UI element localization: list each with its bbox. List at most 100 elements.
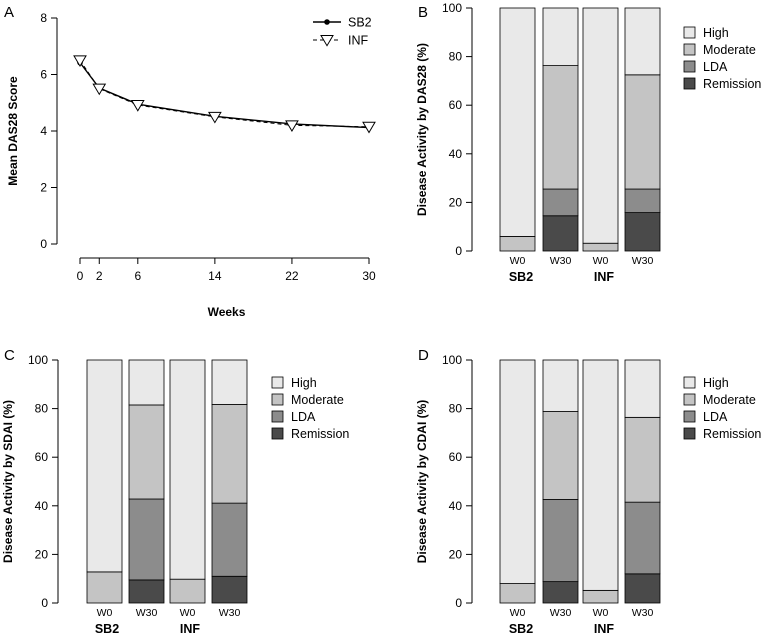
legend-swatch-moderate (683, 43, 696, 56)
legend-label-remission: Remission (703, 427, 761, 441)
bar-segment-high (86, 359, 123, 573)
bar-segment-high (542, 359, 579, 412)
panel-b: B 0 20 40 60 80 100 Disease Activity by DAS28 (… (415, 1, 761, 284)
y-axis-label-c: Disease Activity by SDAI (%) (1, 400, 15, 563)
legend-a: SB2 INF (313, 16, 372, 48)
y-tick-label: 100 (442, 353, 462, 367)
y-tick-label: 60 (449, 98, 463, 112)
legend-swatch-high (683, 376, 696, 389)
point-inf (92, 83, 107, 96)
group-label-sb2: SB2 (95, 622, 119, 636)
x-category-label: W0 (593, 607, 609, 619)
y-tick-label: 40 (449, 499, 463, 513)
y-tick-label: 0 (455, 244, 462, 258)
x-axis-label-a: Weeks (208, 305, 246, 319)
panel-label-d: D (418, 347, 429, 364)
legend-d: High Moderate LDA Remission (683, 376, 761, 441)
bar-segment-remission (624, 573, 661, 604)
legend-label-remission: Remission (703, 77, 761, 91)
y-tick-label-a: 4 (40, 124, 47, 138)
bar-segment-high (499, 359, 536, 584)
legend-swatch-moderate (683, 393, 696, 406)
bar-segment-lda (128, 498, 165, 581)
x-category-label: W0 (593, 255, 609, 267)
bar-segment-moderate (499, 236, 536, 252)
legend-marker-sb2 (324, 19, 330, 25)
y-tick-label: 80 (449, 50, 463, 64)
y-tick-label: 80 (35, 402, 49, 416)
y-axis-label-b: Disease Activity by DAS28 (%) (415, 43, 429, 216)
y-tick-label: 80 (449, 402, 463, 416)
legend-label-moderate: Moderate (291, 393, 344, 407)
x-tick-label-a: 2 (96, 269, 103, 283)
bar-segment-lda (542, 499, 579, 583)
legend-label-lda: LDA (703, 410, 728, 424)
y-tick-label: 0 (41, 596, 48, 610)
legend-swatch-high (683, 26, 696, 39)
bar-segment-moderate (582, 589, 619, 604)
y-tick-label: 20 (449, 547, 463, 561)
legend-label-high: High (703, 376, 729, 390)
y-axis-label-a: Mean DAS28 Score (6, 76, 20, 186)
y-tick-label: 60 (449, 450, 463, 464)
legend-swatch-lda (683, 60, 696, 73)
legend-swatch-moderate (271, 393, 284, 406)
bar-segment-moderate (86, 571, 123, 604)
bar-segment-moderate (542, 411, 579, 500)
y-tick-label-a: 8 (40, 11, 47, 25)
legend-label-remission: Remission (291, 427, 349, 441)
legend-c: High Moderate LDA Remission (271, 376, 349, 441)
x-tick-label-a: 6 (134, 269, 141, 283)
y-tick-label: 20 (449, 195, 463, 209)
x-category-label: W30 (550, 255, 572, 267)
y-axis-label-d: Disease Activity by CDAI (%) (415, 400, 429, 564)
legend-label-high: High (703, 26, 729, 40)
bar-segment-moderate (582, 242, 619, 252)
bar-segment-high (128, 359, 165, 406)
legend-label-high: High (291, 376, 317, 390)
legend-swatch-remission (683, 427, 696, 440)
legend-swatch-high (271, 376, 284, 389)
x-category-label: W30 (632, 607, 654, 619)
legend-label-lda: LDA (703, 60, 728, 74)
y-tick-label: 40 (449, 147, 463, 161)
x-category-label: W0 (510, 255, 526, 267)
bar-segment-moderate (542, 65, 579, 190)
bar-segment-remission (624, 212, 661, 252)
x-category-label: W30 (219, 607, 241, 619)
bar-segment-remission (211, 575, 248, 604)
panel-label-a: A (4, 4, 14, 21)
bar-segment-moderate (499, 583, 536, 604)
point-inf (130, 100, 145, 112)
bar-segment-high (582, 7, 619, 244)
legend-label-lda: LDA (291, 410, 316, 424)
bar-segment-high (542, 7, 579, 66)
point-inf (285, 120, 299, 133)
legend-swatch-lda (271, 410, 284, 423)
y-tick-label-a: 0 (40, 237, 47, 251)
y-tick-label-a: 2 (40, 181, 47, 195)
bar-segment-high (499, 7, 536, 237)
bar-segment-moderate (169, 578, 206, 604)
bar-segment-moderate (624, 416, 661, 503)
panel-c: C 0 20 40 60 80 100 Disease Activity by SDAI (%… (1, 347, 349, 636)
y-tick-label: 40 (35, 499, 49, 513)
bar-segment-high (624, 7, 661, 76)
y-tick-label: 20 (35, 547, 49, 561)
legend-marker-inf (320, 35, 334, 47)
bar-segment-high (582, 359, 619, 591)
legend-swatch-lda (683, 410, 696, 423)
x-category-label: W0 (180, 607, 196, 619)
group-label-inf: INF (180, 622, 201, 636)
legend-b: High Moderate LDA Remission (683, 26, 761, 91)
group-label-inf: INF (594, 270, 615, 284)
bar-segment-remission (128, 579, 165, 604)
x-category-label: W0 (97, 607, 113, 619)
y-tick-label-a: 6 (40, 68, 47, 82)
panel-d: D 0 20 40 60 80 100 Disease Activity by CDAI (%… (415, 347, 761, 636)
bar-segment-remission (542, 215, 579, 252)
group-label-sb2: SB2 (509, 622, 533, 636)
legend-swatch-remission (271, 427, 284, 440)
